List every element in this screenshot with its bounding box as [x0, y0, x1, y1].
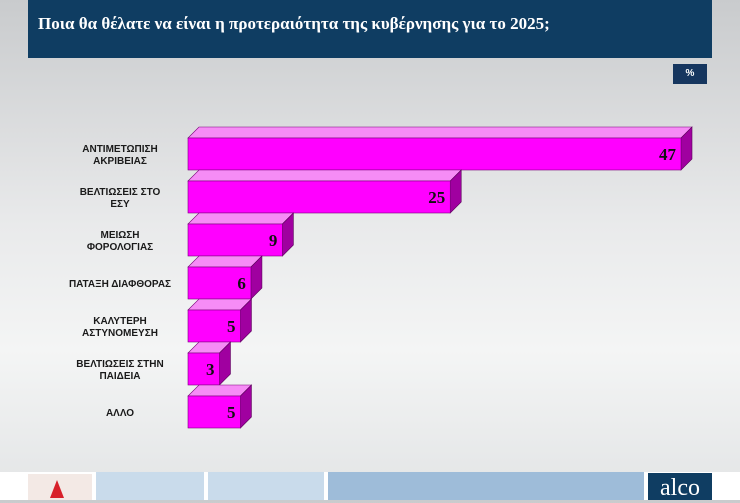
- bar: [187, 180, 451, 214]
- footer-panel-2: [208, 472, 324, 500]
- category-label: ΦΟΡΟΛΟΓΙΑΣ: [87, 242, 153, 253]
- category-label: ΑΣΤΥΝΟΜΕΥΣΗ: [82, 328, 158, 339]
- category-label: ΕΣΥ: [110, 199, 130, 210]
- data-label: 47: [659, 145, 677, 164]
- category-label: ΠΑΤΑΞΗ ΔΙΑΦΘΟΡΑΣ: [69, 279, 171, 290]
- bar: [187, 395, 241, 429]
- unit-badge: %: [673, 64, 707, 84]
- title-banner: Ποια θα θέλατε να είναι η προτεραιότητα …: [28, 0, 712, 58]
- alco-logo: alco: [648, 473, 712, 501]
- category-label: ΠΑΙΔΕΙΑ: [99, 371, 140, 382]
- alpha-logo-icon: [50, 480, 64, 498]
- data-label: 3: [206, 360, 215, 379]
- category-label: ΜΕΙΩΣΗ: [100, 230, 139, 241]
- broadcaster-logo: [28, 474, 92, 500]
- category-label: ΑΚΡΙΒΕΙΑΣ: [93, 156, 147, 167]
- category-label: ΒΕΛΤΙΩΣΕΙΣ ΣΤΟ: [80, 187, 161, 198]
- category-label: ΑΝΤΙΜΕΤΩΠΙΣΗ: [82, 144, 158, 155]
- category-label: ΒΕΛΤΙΩΣΕΙΣ ΣΤΗΝ: [76, 359, 163, 370]
- data-label: 5: [227, 403, 236, 422]
- footer-panel-3: [328, 472, 644, 500]
- bar-top-face: [187, 126, 693, 139]
- bar-top-face: [187, 169, 462, 182]
- bar-top-face: [187, 255, 263, 268]
- chart-title: Ποια θα θέλατε να είναι η προτεραιότητα …: [38, 14, 550, 33]
- data-label: 6: [237, 274, 246, 293]
- data-label: 5: [227, 317, 236, 336]
- footer-panel-1: [96, 472, 204, 500]
- bar: [187, 137, 682, 171]
- category-label: ΑΛΛΟ: [106, 408, 134, 419]
- bar: [187, 266, 252, 300]
- bar: [187, 352, 220, 386]
- category-label: ΚΑΛΥΤΕΡΗ: [93, 316, 147, 327]
- bar-top-face: [187, 212, 295, 225]
- data-label: 9: [269, 231, 278, 250]
- data-label: 25: [428, 188, 445, 207]
- bar: [187, 223, 283, 257]
